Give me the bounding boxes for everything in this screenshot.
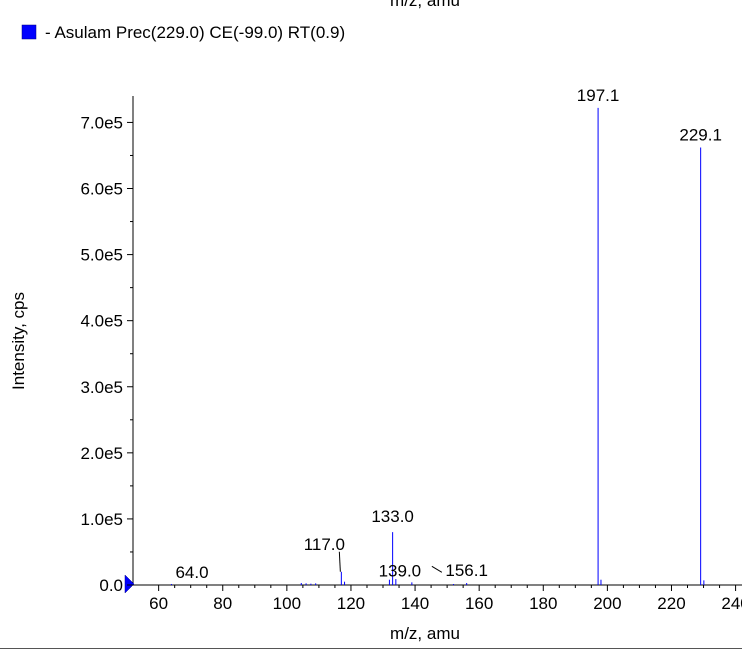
legend-label: - Asulam Prec(229.0) CE(-99.0) RT(0.9): [45, 23, 345, 42]
peak-label: 133.0: [371, 507, 414, 526]
x-tick-label: 160: [465, 594, 493, 613]
peak-group: [170, 107, 705, 585]
y-tick-label: 3.0e5: [80, 378, 123, 397]
x-axis-title: m/z, amu: [390, 624, 460, 643]
y-axis-title: Intensity, cps: [9, 292, 28, 390]
peak-label-group: 64.0 117.0 133.0 139.0 156.1 197.1 229.1: [175, 86, 721, 582]
x-tick-label: 120: [337, 594, 365, 613]
x-tick-label: 240: [721, 594, 742, 613]
peak-label: 229.1: [679, 126, 722, 145]
x-tick-label: 140: [401, 594, 429, 613]
y-tick-label: 5.0e5: [80, 246, 123, 265]
zero-marker-icon: [124, 574, 135, 594]
y-tick-label: 6.0e5: [80, 180, 123, 199]
peak-label: 64.0: [175, 563, 208, 582]
y-tick-label: 2.0e5: [80, 444, 123, 463]
peak-label-leader: [338, 551, 341, 572]
x-tick-label: 80: [213, 594, 232, 613]
y-tick-label: 4.0e5: [80, 312, 123, 331]
peak-label-leader: [431, 565, 443, 573]
x-tick-label: 220: [657, 594, 685, 613]
x-tick-label: 180: [529, 594, 557, 613]
tick-group: 60 80 100 120 140 160 180 200 220 240 0.0 1.0e5 2.0e…: [80, 113, 742, 613]
y-tick-label: 1.0e5: [80, 510, 123, 529]
x-tick-label: 60: [149, 594, 168, 613]
y-tick-label: 0.0: [99, 576, 123, 595]
legend-swatch: [21, 24, 37, 40]
cut-top-axis-label: m/z, amu: [390, 0, 460, 10]
x-tick-label: 200: [593, 594, 621, 613]
peak-label: 156.1: [445, 561, 488, 580]
peak-label: 117.0: [304, 535, 345, 554]
x-tick-label: 100: [273, 594, 301, 613]
peak-label: 139.0: [379, 561, 422, 580]
y-tick-label: 7.0e5: [80, 113, 123, 132]
peak-label: 197.1: [577, 86, 620, 105]
